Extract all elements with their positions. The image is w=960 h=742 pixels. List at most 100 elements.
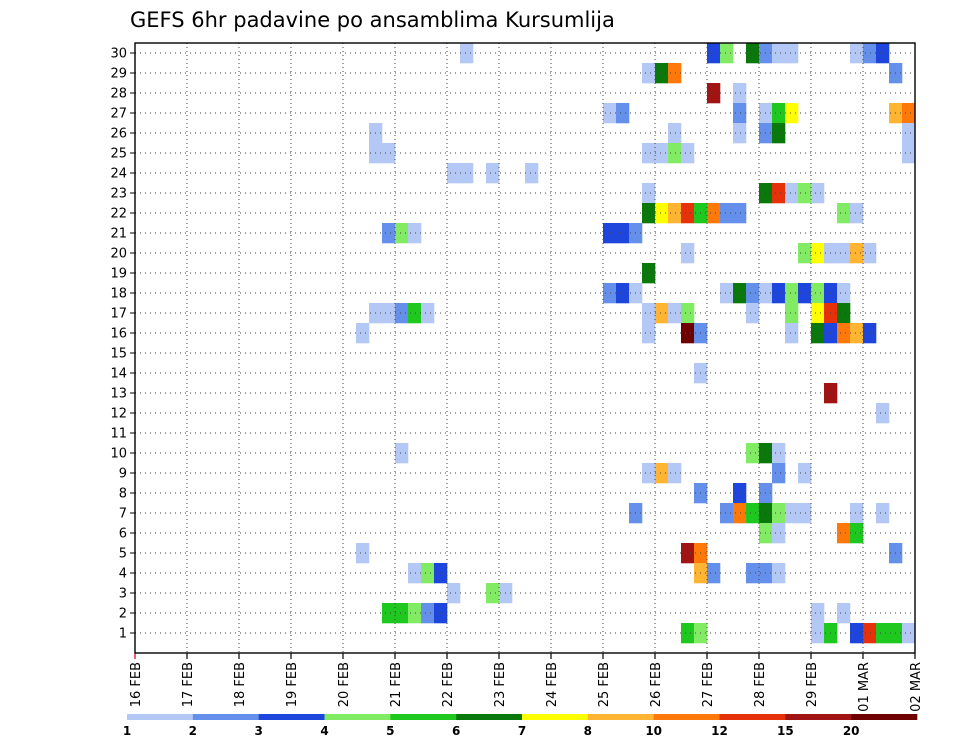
- legend-label: 4: [320, 724, 328, 738]
- heatmap-cell: [655, 203, 669, 224]
- heatmap-cell: [486, 163, 500, 184]
- heatmap-cell: [642, 323, 656, 344]
- heatmap-cell: [382, 303, 396, 324]
- legend-swatch: [324, 714, 391, 720]
- heatmap-cell: [655, 463, 669, 484]
- y-tick-label: 30: [110, 47, 127, 62]
- legend-label: 5: [386, 724, 394, 738]
- heatmap-cell: [785, 283, 799, 304]
- heatmap-cell: [876, 403, 890, 424]
- heatmap-cell: [863, 323, 877, 344]
- x-tick-label: 01 MAR: [857, 662, 872, 712]
- x-tick-label: 19 FEB: [285, 662, 300, 707]
- legend-swatch: [390, 714, 457, 720]
- heatmap-cell: [876, 623, 890, 644]
- x-tick-label: 18 FEB: [233, 662, 248, 707]
- x-tick-label: 16 FEB: [129, 662, 144, 707]
- color-legend: 1 2 3 4 5 6 7 8 10 12 15 20: [123, 714, 918, 738]
- heatmap-cell: [785, 323, 799, 344]
- heatmap-cell: [733, 83, 747, 104]
- heatmap-cell: [863, 43, 877, 64]
- y-tick-label: 20: [110, 247, 127, 262]
- heatmap-cell: [850, 243, 864, 264]
- heatmap-cell: [395, 443, 409, 464]
- legend-label: 8: [584, 724, 592, 738]
- x-tick-label: 20 FEB: [337, 662, 352, 707]
- heatmap-cell: [785, 103, 799, 124]
- y-tick-label: 28: [110, 87, 127, 102]
- x-tick-label: 24 FEB: [545, 662, 560, 707]
- heatmap-cell: [681, 243, 695, 264]
- legend-swatch: [456, 714, 523, 720]
- heatmap-cell: [382, 223, 396, 244]
- heatmap-cell: [642, 183, 656, 204]
- plot-frame: [134, 42, 916, 654]
- y-tick-label: 7: [119, 507, 127, 522]
- y-tick-label: 4: [119, 567, 127, 582]
- heatmap-cell: [733, 123, 747, 144]
- heatmap-cell: [460, 43, 474, 64]
- x-tick-label: 17 FEB: [181, 662, 196, 707]
- heatmap-cell: [603, 223, 617, 244]
- heatmap-cell: [642, 303, 656, 324]
- y-tick-label: 23: [110, 187, 127, 202]
- heatmap-cell: [850, 323, 864, 344]
- heatmap-cell: [642, 143, 656, 164]
- legend-swatch: [587, 714, 654, 720]
- heatmap-cell: [798, 243, 812, 264]
- heatmap-cell: [837, 203, 851, 224]
- y-tick-label: 13: [110, 387, 127, 402]
- chart-title: GEFS 6hr padavine po ansamblima Kursumli…: [130, 8, 615, 32]
- heatmap-cell: [733, 203, 747, 224]
- heatmap-cell: [837, 283, 851, 304]
- heatmap-cell: [681, 543, 695, 564]
- y-tick-label: 19: [110, 267, 127, 282]
- heatmap-cell: [681, 143, 695, 164]
- heatmap-cell: [655, 63, 669, 84]
- heatmap-cell: [811, 303, 825, 324]
- heatmap-cell: [772, 183, 786, 204]
- heatmap-cell: [668, 123, 682, 144]
- legend-label: 15: [777, 724, 794, 738]
- y-tick-label: 22: [110, 207, 127, 222]
- heatmap-cell: [668, 203, 682, 224]
- heatmap-cell: [421, 563, 435, 584]
- heatmap-cell: [746, 283, 760, 304]
- heatmap-cell: [408, 223, 422, 244]
- heatmap-cell: [356, 323, 370, 344]
- heatmap-cell: [902, 623, 916, 644]
- x-tick-label: 26 FEB: [649, 662, 664, 707]
- x-tick-label: 27 FEB: [701, 662, 716, 707]
- heatmap-cell: [616, 283, 630, 304]
- y-tick-label: 1: [119, 627, 127, 642]
- heatmap-cell: [746, 303, 760, 324]
- heatmap-cell: [811, 283, 825, 304]
- heatmap-cell: [811, 623, 825, 644]
- heatmap-cell: [525, 163, 539, 184]
- heatmap-cell: [642, 63, 656, 84]
- y-tick-label: 15: [110, 347, 127, 362]
- heatmap-cells: [356, 43, 916, 644]
- y-tick-label: 6: [119, 527, 127, 542]
- heatmap-cell: [798, 283, 812, 304]
- legend-label: 3: [254, 724, 262, 738]
- heatmap-cell: [421, 603, 435, 624]
- heatmap-cell: [811, 323, 825, 344]
- heatmap-cell: [733, 483, 747, 504]
- legend-label: 12: [711, 724, 728, 738]
- heatmap-cell: [746, 503, 760, 524]
- heatmap-cell: [707, 43, 721, 64]
- heatmap-cell: [603, 283, 617, 304]
- heatmap-cell: [616, 223, 630, 244]
- heatmap-cell: [681, 623, 695, 644]
- y-tick-label: 3: [119, 587, 127, 602]
- heatmap-cell: [733, 103, 747, 124]
- legend-swatch: [719, 714, 786, 720]
- heatmap-cell: [486, 583, 500, 604]
- heatmap-cell: [408, 303, 422, 324]
- y-tick-label: 11: [110, 427, 127, 442]
- legend-swatch: [785, 714, 852, 720]
- heatmap-cell: [395, 303, 409, 324]
- heatmap-cell: [356, 543, 370, 564]
